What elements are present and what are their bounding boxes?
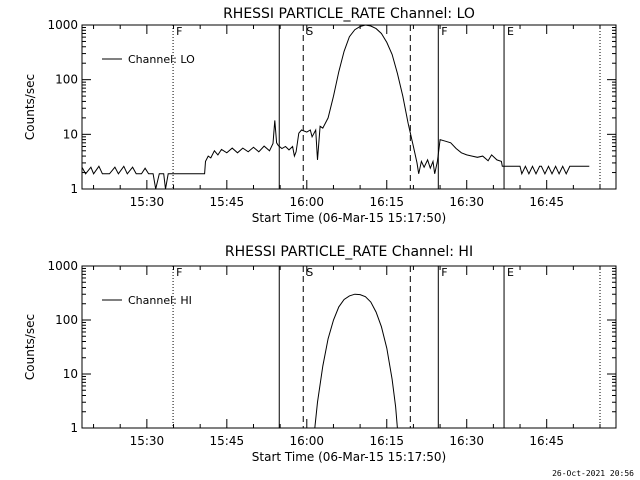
y-tick-label: 1000: [47, 259, 78, 273]
x-tick-label: 15:45: [210, 434, 245, 448]
event-marker-label: E: [507, 266, 514, 279]
chart-panel-lo: RHESSI PARTICLE_RATE Channel: LO Counts/s…: [23, 6, 617, 225]
date-stamp: 26-Oct-2021 20:56: [552, 469, 634, 478]
y-tick-label: 1: [70, 182, 78, 196]
chart-title: RHESSI PARTICLE_RATE Channel: HI: [225, 244, 473, 260]
x-tick-label: 16:00: [289, 434, 324, 448]
x-tick-label: 16:15: [369, 434, 404, 448]
x-tick-label: 16:45: [529, 434, 564, 448]
y-tick-label: 100: [55, 73, 78, 87]
x-axis-label: Start Time (06-Mar-15 15:17:50): [252, 450, 446, 464]
event-marker-label: F: [176, 266, 182, 279]
legend-label: Channel: LO: [128, 53, 195, 66]
data-series-line: [82, 25, 590, 189]
y-tick-label: 100: [55, 313, 78, 327]
x-tick-label: 16:00: [289, 195, 324, 209]
x-tick-label: 16:15: [369, 195, 404, 209]
event-marker-label: E: [507, 25, 514, 38]
plot-frame: [81, 24, 617, 190]
x-tick-label: 15:30: [130, 195, 165, 209]
x-tick-label: 16:45: [529, 195, 564, 209]
y-tick-label: 10: [63, 367, 78, 381]
event-marker-label: F: [176, 25, 182, 38]
x-tick-label: 15:45: [210, 195, 245, 209]
x-tick-label: 15:30: [130, 434, 165, 448]
chart-panel-hi: RHESSI PARTICLE_RATE Channel: HI Counts/s…: [23, 244, 617, 464]
y-tick-label: 1: [70, 421, 78, 435]
x-axis-label: Start Time (06-Mar-15 15:17:50): [252, 211, 446, 225]
event-marker-label: S: [306, 266, 313, 279]
chart-title: RHESSI PARTICLE_RATE Channel: LO: [223, 6, 475, 22]
plot-frame: [81, 265, 617, 429]
y-axis-label: Counts/sec: [23, 314, 37, 380]
event-marker-label: S: [306, 25, 313, 38]
event-marker-label: F: [441, 266, 447, 279]
y-axis-label: Counts/sec: [23, 74, 37, 140]
y-tick-label: 10: [63, 127, 78, 141]
event-marker-label: F: [441, 25, 447, 38]
data-series-line: [314, 293, 398, 428]
x-tick-label: 16:30: [449, 434, 484, 448]
x-tick-label: 16:30: [449, 195, 484, 209]
y-tick-label: 1000: [47, 18, 78, 32]
legend-label: Channel: HI: [128, 294, 192, 307]
